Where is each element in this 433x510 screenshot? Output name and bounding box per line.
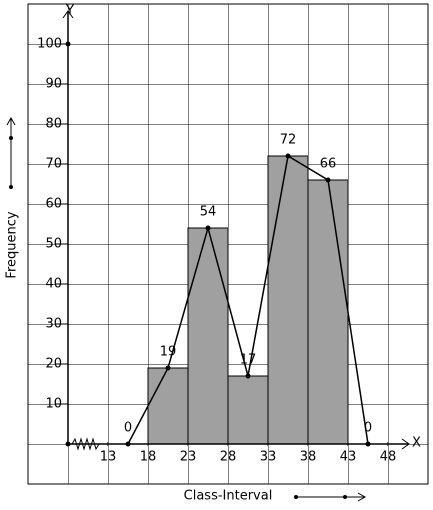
origin — [65, 441, 71, 447]
x-axis-title: Class-Interval — [184, 489, 273, 504]
y-tick-label: 70 — [45, 157, 62, 172]
y-tick-label: 20 — [45, 357, 62, 372]
y-axis-name: Y — [65, 4, 74, 19]
bar — [227, 375, 269, 445]
polygon-point — [125, 441, 131, 447]
y-tick-label: 50 — [45, 237, 62, 252]
y-title-arrowhead — [6, 116, 16, 126]
y-tick-label: 40 — [45, 277, 62, 292]
value-label: 0 — [364, 421, 372, 436]
y-title-dot — [9, 136, 13, 140]
x-tick-label: 48 — [380, 450, 397, 465]
y-axis-title: Frequency — [5, 211, 20, 278]
y-tick-label: 80 — [45, 117, 62, 132]
polygon-point — [205, 225, 211, 231]
polygon-point — [325, 177, 331, 183]
polygon-point — [165, 365, 171, 371]
value-label: 66 — [320, 157, 337, 172]
x-tick-label: 38 — [300, 450, 317, 465]
y-tick-label: 60 — [45, 197, 62, 212]
bar — [267, 155, 309, 445]
x-arrow — [401, 438, 410, 450]
value-label: 72 — [280, 133, 297, 148]
polygon-point — [245, 373, 251, 379]
y-arrow — [62, 10, 74, 19]
x-tick-label: 13 — [100, 450, 117, 465]
value-label: 17 — [240, 353, 257, 368]
x-title-arrowhead — [357, 492, 367, 502]
x-tick-label: 33 — [260, 450, 277, 465]
value-label: 19 — [160, 345, 177, 360]
y-title-dot — [9, 185, 13, 189]
x-tick-label: 43 — [340, 450, 357, 465]
value-label: 54 — [200, 205, 217, 220]
y-tick-label: 30 — [45, 317, 62, 332]
bar — [187, 227, 229, 445]
x-title-dot — [343, 495, 347, 499]
bar — [147, 367, 189, 445]
value-label: 0 — [124, 421, 132, 436]
bar — [307, 179, 349, 445]
x-axis-name: X — [412, 436, 421, 451]
polygon-point — [285, 153, 291, 159]
x-tick-label: 18 — [140, 450, 157, 465]
y-tick-label: 90 — [45, 77, 62, 92]
x-tick-label: 28 — [220, 450, 237, 465]
axis-break — [71, 437, 100, 451]
x-title-dot — [294, 495, 298, 499]
y-tick-label: 100 — [37, 37, 62, 52]
y-tick-label: 10 — [45, 397, 62, 412]
x-tick-label: 23 — [180, 450, 197, 465]
polygon-point — [365, 441, 371, 447]
